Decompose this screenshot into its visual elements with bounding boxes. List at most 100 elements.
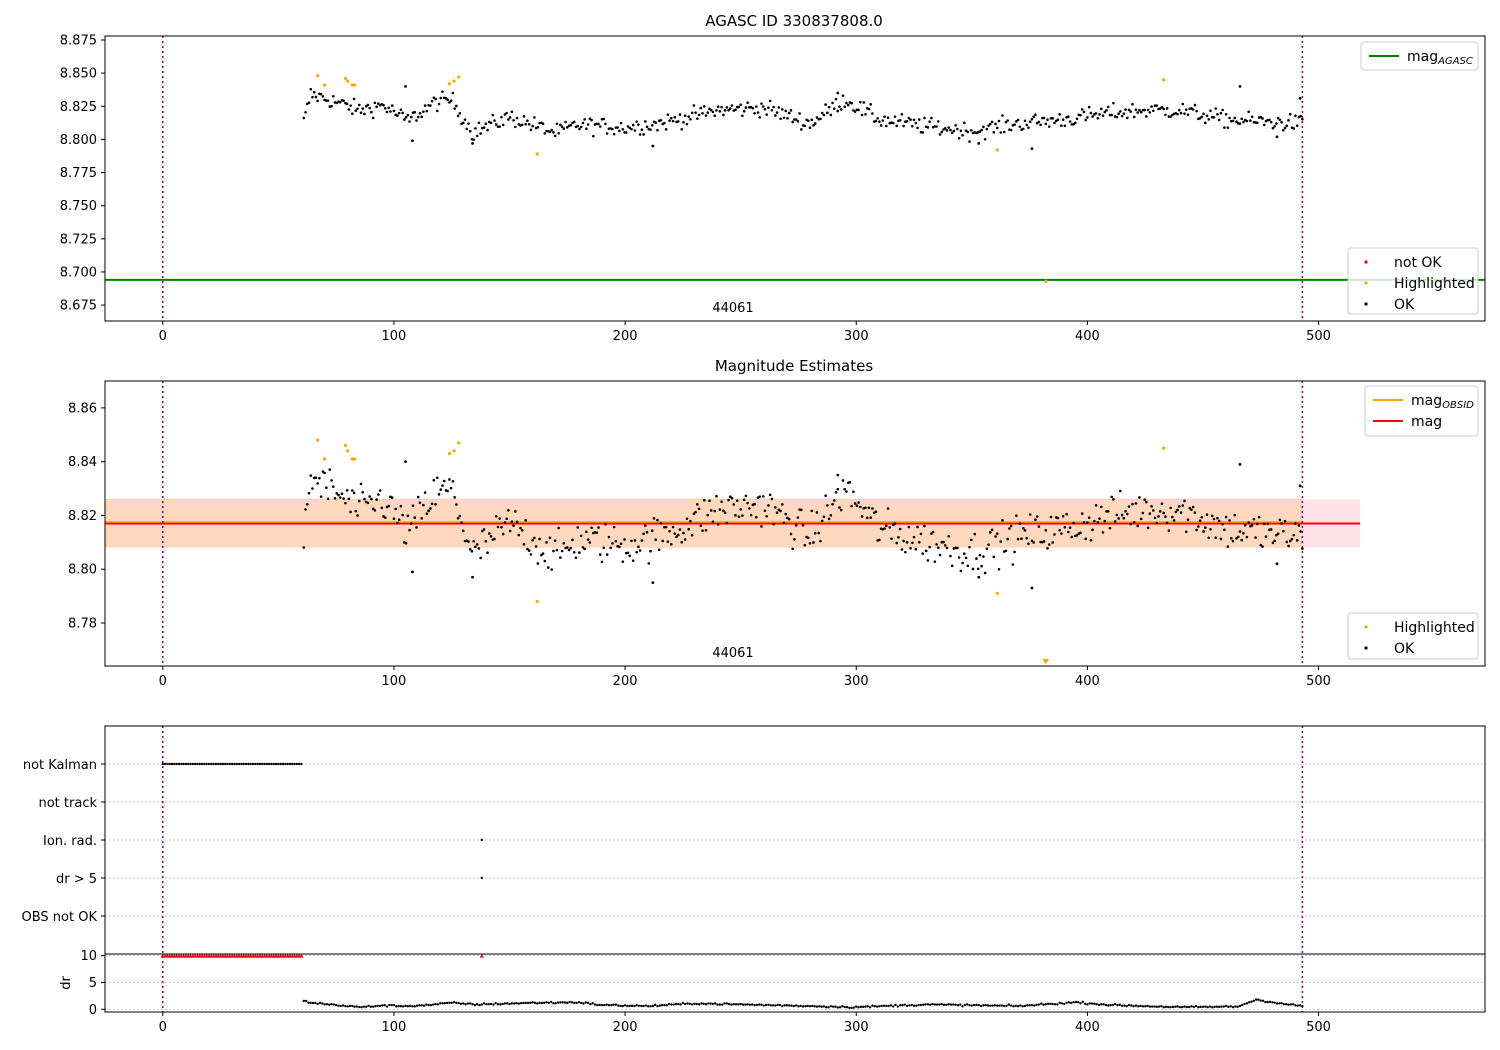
dr-point bbox=[695, 1002, 698, 1006]
ok-point bbox=[581, 546, 585, 549]
ok-point bbox=[1122, 516, 1126, 520]
ok-point bbox=[619, 121, 623, 125]
ok-point bbox=[533, 116, 536, 119]
ok-point bbox=[1247, 110, 1250, 114]
dr-point bbox=[811, 1004, 814, 1008]
ok-point bbox=[1035, 515, 1039, 518]
ok-point bbox=[493, 537, 496, 541]
dr-point bbox=[531, 1001, 534, 1004]
ok-point bbox=[1089, 538, 1093, 542]
ok-point bbox=[1082, 110, 1086, 114]
ok-point bbox=[930, 116, 933, 120]
ok-point bbox=[451, 479, 455, 483]
ok-point bbox=[1046, 547, 1049, 550]
ok-point bbox=[786, 116, 789, 120]
dr-point bbox=[536, 1002, 539, 1005]
ok-point bbox=[1084, 118, 1087, 122]
ok-point bbox=[442, 479, 446, 483]
ok-point bbox=[1217, 519, 1221, 523]
dr-point bbox=[739, 1002, 742, 1006]
ok-point bbox=[774, 114, 777, 117]
ok-point bbox=[595, 531, 599, 534]
ok-point bbox=[557, 526, 560, 530]
flag-point bbox=[221, 762, 225, 766]
ok-point bbox=[928, 120, 931, 123]
dr-point bbox=[873, 1005, 876, 1008]
ok-point bbox=[484, 539, 488, 543]
ok-point bbox=[1080, 512, 1084, 515]
ok-point bbox=[826, 111, 829, 115]
ok-point bbox=[631, 559, 635, 562]
ok-point bbox=[331, 94, 335, 98]
dr-point bbox=[582, 1002, 585, 1005]
dr-point bbox=[1021, 1005, 1024, 1008]
ok-point bbox=[638, 133, 642, 136]
dr-point bbox=[422, 1004, 426, 1007]
ok-point bbox=[963, 121, 966, 125]
y-tick-label: 8.675 bbox=[60, 299, 97, 314]
ok-point bbox=[1153, 516, 1157, 520]
ok-point bbox=[1110, 113, 1113, 117]
ok-point bbox=[418, 501, 422, 504]
dr-point bbox=[871, 1004, 874, 1007]
panel-3-grid bbox=[101, 726, 1485, 1012]
dr-point bbox=[610, 1003, 613, 1007]
dr-point bbox=[686, 1002, 689, 1005]
ok-point bbox=[775, 511, 779, 514]
ok-point bbox=[1240, 538, 1244, 542]
ok-point bbox=[898, 118, 902, 122]
ok-point bbox=[680, 540, 684, 544]
ok-point bbox=[843, 487, 846, 491]
dr-point bbox=[801, 1005, 805, 1008]
ok-point bbox=[850, 101, 853, 105]
ok-point bbox=[1236, 535, 1240, 539]
ok-point bbox=[390, 104, 394, 107]
ok-point bbox=[928, 545, 931, 549]
legend-dot-swatch bbox=[1364, 646, 1368, 650]
dr-point bbox=[510, 1002, 514, 1005]
ok-point bbox=[968, 545, 971, 549]
ok-point bbox=[917, 540, 921, 544]
ok-point bbox=[449, 486, 453, 490]
dr-point bbox=[998, 1004, 1001, 1007]
dr-point bbox=[711, 1002, 715, 1006]
x-tick-label: 500 bbox=[1306, 329, 1331, 344]
ok-point bbox=[718, 110, 722, 113]
dr-point bbox=[931, 1002, 934, 1006]
ok-point bbox=[976, 567, 980, 571]
ok-point bbox=[741, 114, 744, 118]
panel-1-y-ticks: 8.6758.7008.7258.7508.7758.8008.8258.850… bbox=[60, 33, 105, 314]
ok-point bbox=[690, 111, 694, 115]
ok-point bbox=[512, 118, 515, 122]
ok-point bbox=[1184, 530, 1188, 534]
dr-point bbox=[457, 1001, 460, 1005]
ok-point bbox=[352, 97, 356, 101]
ok-point bbox=[739, 508, 742, 511]
dr-point bbox=[605, 1003, 608, 1006]
dr-point bbox=[1236, 1005, 1239, 1009]
ok-point bbox=[692, 104, 696, 107]
dr-point bbox=[1076, 1001, 1080, 1004]
dr-point bbox=[1174, 1005, 1177, 1008]
dr-point bbox=[929, 1003, 932, 1006]
dr-point bbox=[309, 1001, 312, 1005]
ok-point bbox=[456, 516, 460, 520]
ok-point bbox=[536, 562, 540, 565]
dr-point bbox=[898, 1004, 902, 1007]
ok-point bbox=[860, 113, 864, 117]
ok-point bbox=[696, 117, 699, 120]
dr-point bbox=[1104, 1003, 1108, 1007]
ok-point bbox=[435, 109, 439, 113]
dr-point bbox=[332, 1003, 336, 1006]
ok-point bbox=[1051, 541, 1055, 544]
dr-point bbox=[825, 1006, 828, 1009]
dr-point bbox=[429, 1003, 433, 1007]
ok-point bbox=[758, 116, 762, 119]
ok-point bbox=[475, 134, 479, 138]
ok-point bbox=[1262, 123, 1266, 127]
ok-point bbox=[321, 95, 325, 98]
flag-point bbox=[184, 762, 188, 766]
ok-point bbox=[914, 547, 918, 551]
ok-point bbox=[971, 567, 975, 571]
ok-point bbox=[507, 508, 510, 512]
